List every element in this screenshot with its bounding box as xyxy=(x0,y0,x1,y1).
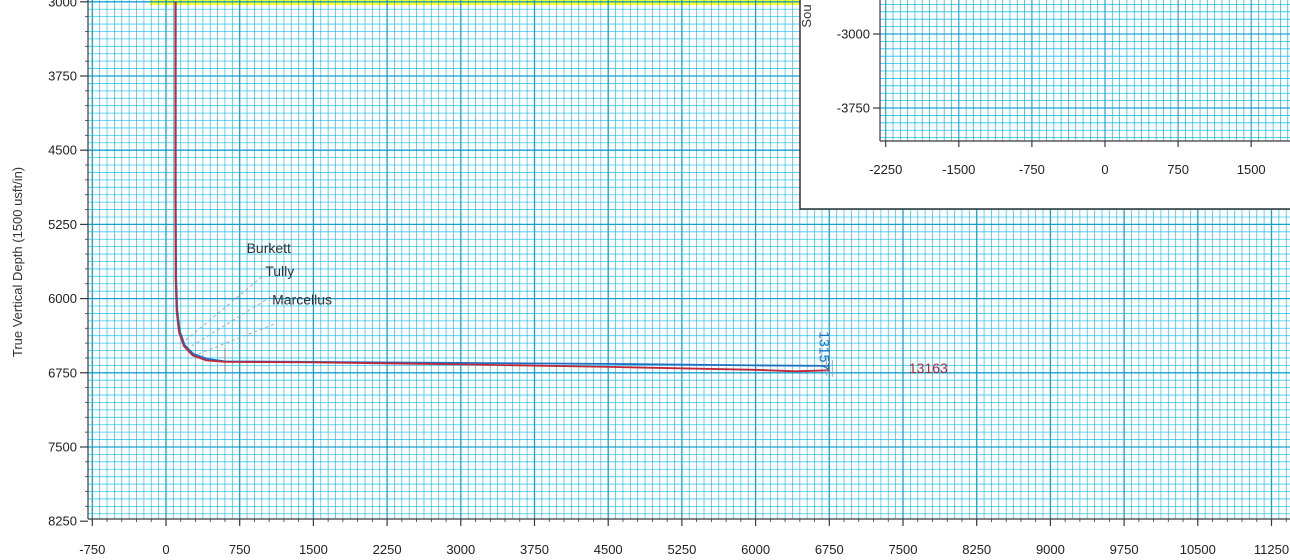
inset-frame xyxy=(799,0,1290,210)
annotation-label: 13157 xyxy=(816,331,832,370)
header-band xyxy=(150,0,1290,5)
inset-y-tick-label: -3750 xyxy=(837,101,870,116)
x-tick-label: -750 xyxy=(79,542,105,557)
annotation-label: 13163 xyxy=(909,360,948,376)
y-tick-label: 3750 xyxy=(48,69,77,84)
x-tick-label: 10500 xyxy=(1180,542,1216,557)
inset-x-tick-label: 750 xyxy=(1167,162,1189,177)
x-tick-label: 7500 xyxy=(889,542,918,557)
inset-y-axis-title: Sou xyxy=(799,4,814,27)
y-tick-label: 6000 xyxy=(48,291,77,306)
inset-grid xyxy=(880,0,1290,141)
annotation-label: Marcellus xyxy=(272,292,332,308)
x-tick-label: 9000 xyxy=(1036,542,1065,557)
y-tick-label: 6750 xyxy=(48,365,77,380)
y-tick-label: 7500 xyxy=(48,439,77,454)
inset-x-tick-label: -750 xyxy=(1019,162,1045,177)
inset-x-tick-label: 1500 xyxy=(1237,162,1266,177)
series-actual-path xyxy=(174,1,830,373)
x-tick-label: 6000 xyxy=(741,542,770,557)
x-tick-label: 4500 xyxy=(594,542,623,557)
inset-x-tick-label: -1500 xyxy=(942,162,975,177)
x-tick-label: 1500 xyxy=(299,542,328,557)
y-tick-label: 8250 xyxy=(48,514,77,529)
x-tick-label: 3750 xyxy=(520,542,549,557)
x-tick-label: 2250 xyxy=(373,542,402,557)
x-tick-label: 9750 xyxy=(1110,542,1139,557)
x-tick-label: 0 xyxy=(162,542,169,557)
y-axis-title: True Vertical Depth (1500 usft/in) xyxy=(10,167,25,357)
formation-marker-line xyxy=(185,274,265,341)
td-markers xyxy=(825,357,833,377)
y-tick-label: 4500 xyxy=(48,143,77,158)
x-tick-label: 5250 xyxy=(667,542,696,557)
formation-marker-line xyxy=(191,296,272,347)
inset-x-tick-label: -2250 xyxy=(869,162,902,177)
formation-markers xyxy=(185,274,277,355)
x-tick-label: 750 xyxy=(229,542,251,557)
x-tick-label: 11250 xyxy=(1254,542,1289,557)
annotation-label: Burkett xyxy=(247,240,291,256)
y-tick-label: 5250 xyxy=(48,217,77,232)
x-tick-label: 8250 xyxy=(962,542,991,557)
annotation-label: Tully xyxy=(265,263,294,279)
formation-marker-line xyxy=(198,322,277,355)
inset-y-tick-label: -3000 xyxy=(837,27,870,42)
x-tick-label: 6750 xyxy=(815,542,844,557)
y-tick-label: 3000 xyxy=(48,0,77,9)
inset-x-tick-label: 0 xyxy=(1101,162,1108,177)
x-tick-label: 3000 xyxy=(446,542,475,557)
